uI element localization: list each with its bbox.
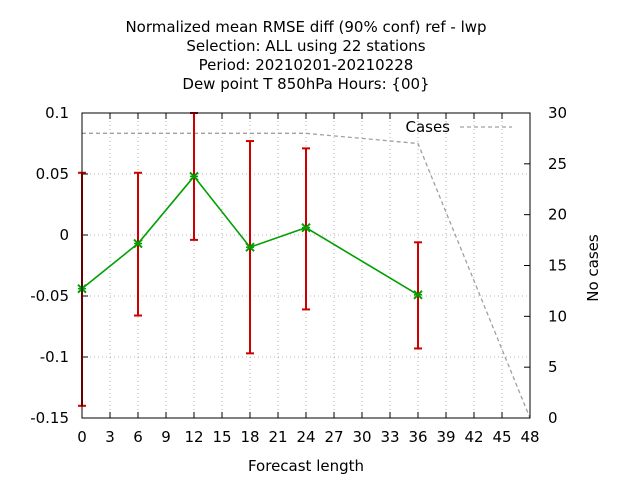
x-tick-label: 21 (268, 428, 287, 446)
cases-line (82, 132, 531, 419)
y2-axis-ticks: 0 5 10 15 20 25 30 (524, 104, 567, 427)
y2-tick-label: 5 (548, 358, 558, 376)
title-line-3: Period: 20210201-20210228 (199, 56, 414, 74)
data-point (301, 222, 311, 233)
y2-tick-label: 25 (548, 155, 567, 173)
y2-tick-label: 0 (548, 409, 558, 427)
x-tick-label: 36 (408, 428, 427, 446)
series-line (81, 175, 419, 296)
x-axis-label: Forecast length (248, 457, 364, 475)
chart-title: Normalized mean RMSE diff (90% conf) ref… (125, 18, 486, 93)
x-tick-label: 45 (492, 428, 511, 446)
y2-tick-label: 15 (548, 257, 567, 275)
y-tick-label: 0 (59, 226, 69, 244)
data-point (245, 242, 255, 252)
data-point (133, 238, 143, 249)
x-tick-label: 33 (380, 428, 399, 446)
y-tick-label: -0.1 (40, 348, 69, 366)
title-line-1: Normalized mean RMSE diff (90% conf) ref… (125, 18, 486, 36)
y2-tick-label: 20 (548, 206, 567, 224)
title-line-2: Selection: ALL using 22 stations (186, 37, 425, 55)
y-tick-label: -0.05 (30, 287, 69, 305)
x-tick-label: 12 (184, 428, 203, 446)
data-point (189, 171, 199, 182)
x-tick-label: 24 (296, 428, 315, 446)
y2-tick-label: 30 (548, 104, 567, 122)
x-tick-label: 6 (133, 428, 143, 446)
x-tick-label: 0 (77, 428, 87, 446)
y-tick-label: -0.15 (30, 409, 69, 427)
x-tick-label: 27 (324, 428, 343, 446)
legend-label-cases: Cases (405, 118, 450, 136)
x-tick-label: 48 (520, 428, 539, 446)
title-line-4: Dew point T 850hPa Hours: {00} (182, 75, 429, 93)
x-tick-label: 9 (161, 428, 171, 446)
y-tick-label: 0.05 (36, 165, 69, 183)
x-tick-label: 15 (212, 428, 231, 446)
x-tick-label: 3 (105, 428, 115, 446)
y-tick-label: 0.1 (45, 104, 69, 122)
x-tick-label: 42 (464, 428, 483, 446)
y2-axis-label: No cases (584, 234, 602, 302)
legend: Cases (405, 118, 512, 136)
x-tick-label: 18 (240, 428, 259, 446)
x-axis-ticks: 0 3 6 9 12 15 18 21 24 27 30 33 36 39 42 45 48 (77, 113, 540, 446)
x-tick-label: 30 (352, 428, 371, 446)
y-axis-ticks: -0.15 -0.1 -0.05 0 0.05 0.1 (30, 104, 88, 427)
plot-area (77, 112, 531, 419)
y2-tick-label: 10 (548, 307, 567, 325)
plot-frame (81, 112, 531, 419)
x-tick-label: 39 (436, 428, 455, 446)
data-point (413, 290, 423, 300)
